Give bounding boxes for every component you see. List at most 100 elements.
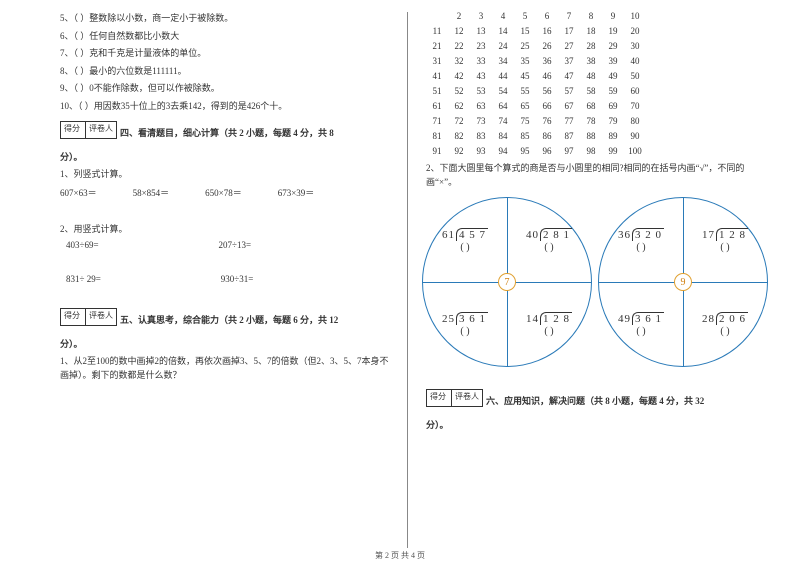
grader-label: 评卷人 bbox=[86, 121, 117, 139]
grid-cell: 47 bbox=[558, 72, 580, 81]
center-number: 9 bbox=[674, 273, 692, 291]
eq-row: 403÷69= 207÷13= bbox=[66, 240, 393, 250]
grid-cell: 92 bbox=[448, 147, 470, 156]
grid-cell: 54 bbox=[492, 87, 514, 96]
section-4-title: 四、看清题目，细心计算（共 2 小题，每题 4 分，共 8 bbox=[120, 127, 393, 141]
grid-cell: 58 bbox=[580, 87, 602, 96]
score-label: 得分 bbox=[426, 389, 452, 407]
grid-cell: 18 bbox=[580, 27, 602, 36]
grid-cell: 63 bbox=[470, 102, 492, 111]
big-circle-1: 614 5 7 ( ) 402 8 1 ( ) 253 6 1 ( ) 141 … bbox=[422, 197, 592, 367]
grid-cell: 26 bbox=[536, 42, 558, 51]
grid-cell: 34 bbox=[492, 57, 514, 66]
fen-label: 分）。 bbox=[426, 419, 762, 433]
grid-cell: 17 bbox=[558, 27, 580, 36]
paren: ( ) bbox=[460, 242, 469, 253]
grid-cell: 82 bbox=[448, 132, 470, 141]
grid-cell: 98 bbox=[580, 147, 602, 156]
grid-cell: 91 bbox=[426, 147, 448, 156]
paren: ( ) bbox=[460, 326, 469, 337]
grid-cell: 4 bbox=[492, 12, 514, 21]
grid-cell: 68 bbox=[580, 102, 602, 111]
grid-cell: 43 bbox=[470, 72, 492, 81]
grid-cell: 51 bbox=[426, 87, 448, 96]
grid-cell: 65 bbox=[514, 102, 536, 111]
grid-cell: 95 bbox=[514, 147, 536, 156]
grid-cell: 48 bbox=[580, 72, 602, 81]
tf-item: 8、（ ）最小的六位数是111111。 bbox=[60, 65, 393, 79]
grid-cell: 25 bbox=[514, 42, 536, 51]
long-division: 253 6 1 bbox=[442, 312, 488, 325]
grader-label: 评卷人 bbox=[452, 389, 483, 407]
grid-cell: 11 bbox=[426, 27, 448, 36]
paren: ( ) bbox=[720, 326, 729, 337]
grid-cell: 56 bbox=[536, 87, 558, 96]
grid-cell: 46 bbox=[536, 72, 558, 81]
grid-cell: 64 bbox=[492, 102, 514, 111]
grid-cell: 7 bbox=[558, 12, 580, 21]
sub1-title: 1、列竖式计算。 bbox=[60, 168, 393, 182]
long-division: 402 8 1 bbox=[526, 228, 572, 241]
quadrant: 282 0 6 ( ) bbox=[683, 282, 767, 366]
grid-cell: 53 bbox=[470, 87, 492, 96]
grid-cell: 45 bbox=[514, 72, 536, 81]
q5-1-text: 1、从2至100的数中画掉2的倍数，再依次画掉3、5、7的倍数（但2、3、5、7… bbox=[60, 355, 393, 382]
long-division: 141 2 8 bbox=[526, 312, 572, 325]
quadrant: 614 5 7 ( ) bbox=[423, 198, 507, 282]
grid-cell: 61 bbox=[426, 102, 448, 111]
grid-cell: 16 bbox=[536, 27, 558, 36]
paren: ( ) bbox=[544, 242, 553, 253]
grid-cell: 80 bbox=[624, 117, 646, 126]
long-division: 282 0 6 bbox=[702, 312, 748, 325]
grid-cell: 60 bbox=[624, 87, 646, 96]
long-division: 363 2 0 bbox=[618, 228, 664, 241]
grid-cell: 28 bbox=[580, 42, 602, 51]
grid-cell: 21 bbox=[426, 42, 448, 51]
grid-cell: 6 bbox=[536, 12, 558, 21]
grid-cell: 69 bbox=[602, 102, 624, 111]
grid-cell: 86 bbox=[536, 132, 558, 141]
paren: ( ) bbox=[636, 242, 645, 253]
quadrant: 141 2 8 ( ) bbox=[507, 282, 591, 366]
grid-cell: 20 bbox=[624, 27, 646, 36]
quadrant: 253 6 1 ( ) bbox=[423, 282, 507, 366]
grid-cell: 50 bbox=[624, 72, 646, 81]
grid-cell: 88 bbox=[580, 132, 602, 141]
paren: ( ) bbox=[636, 326, 645, 337]
grid-cell: 31 bbox=[426, 57, 448, 66]
long-division: 493 6 1 bbox=[618, 312, 664, 325]
equation: 650×78＝ bbox=[205, 186, 242, 199]
grid-cell: 76 bbox=[536, 117, 558, 126]
eq-row: 831÷ 29= 930÷31= bbox=[66, 274, 393, 284]
equation: 58×854＝ bbox=[133, 186, 170, 199]
grid-cell: 90 bbox=[624, 132, 646, 141]
grid-cell: 38 bbox=[580, 57, 602, 66]
tf-item: 10、（ ）用因数35十位上的3去乘142，得到的是426个十。 bbox=[60, 100, 393, 114]
section-6-title: 六、应用知识，解决问题（共 8 小题，每题 4 分，共 32 bbox=[486, 395, 762, 409]
grid-cell: 99 bbox=[602, 147, 624, 156]
grid-cell: 44 bbox=[492, 72, 514, 81]
grid-cell: 27 bbox=[558, 42, 580, 51]
grid-cell: 85 bbox=[514, 132, 536, 141]
tf-item: 5、（ ）整数除以小数，商一定小于被除数。 bbox=[60, 12, 393, 26]
center-number: 7 bbox=[498, 273, 516, 291]
equation: 930÷31= bbox=[221, 274, 254, 284]
grid-cell: 35 bbox=[514, 57, 536, 66]
grid-cell: 52 bbox=[448, 87, 470, 96]
tf-item: 6、（ ）任何自然数都比小数大 bbox=[60, 30, 393, 44]
grid-cell: 13 bbox=[470, 27, 492, 36]
paren: ( ) bbox=[720, 242, 729, 253]
grid-cell: 79 bbox=[602, 117, 624, 126]
grid-cell: 9 bbox=[602, 12, 624, 21]
grid-cell: 74 bbox=[492, 117, 514, 126]
big-circle-2: 363 2 0 ( ) 171 2 8 ( ) 493 6 1 ( ) 282 … bbox=[598, 197, 768, 367]
grader-label: 评卷人 bbox=[86, 308, 117, 326]
eq-row: 607×63＝ 58×854＝ 650×78＝ 673×39＝ bbox=[60, 186, 393, 199]
grid-cell: 78 bbox=[580, 117, 602, 126]
grid-cell: 41 bbox=[426, 72, 448, 81]
grid-cell: 77 bbox=[558, 117, 580, 126]
grid-cell: 97 bbox=[558, 147, 580, 156]
grid-cell: 29 bbox=[602, 42, 624, 51]
grid-cell: 55 bbox=[514, 87, 536, 96]
grid-cell: 62 bbox=[448, 102, 470, 111]
